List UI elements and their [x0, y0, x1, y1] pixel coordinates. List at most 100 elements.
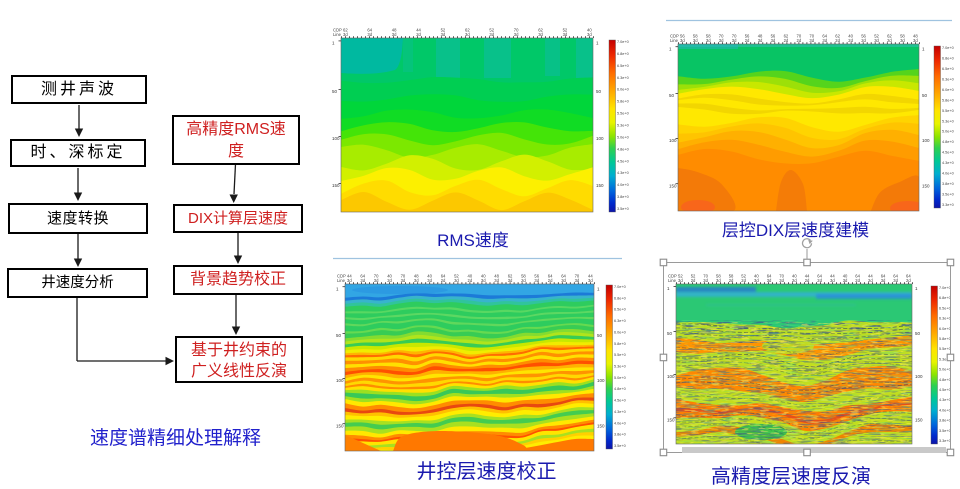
svg-text:6.8e+0: 6.8e+0: [942, 57, 954, 61]
svg-text:50: 50: [596, 89, 602, 94]
svg-text:2d: 2d: [868, 278, 873, 283]
svg-text:1: 1: [922, 46, 925, 51]
svg-text:50: 50: [915, 331, 921, 336]
svg-text:3d: 3d: [913, 38, 918, 43]
svg-text:150: 150: [336, 423, 344, 428]
svg-text:3.3e+0: 3.3e+0: [942, 203, 954, 207]
svg-text:Line: Line: [337, 278, 346, 283]
svg-text:2d: 2d: [548, 278, 553, 283]
svg-text:5.3e+0: 5.3e+0: [617, 124, 629, 128]
svg-text:2d: 2d: [792, 278, 797, 283]
svg-text:4.3e+0: 4.3e+0: [942, 161, 954, 165]
svg-text:3d: 3d: [779, 278, 784, 283]
svg-text:3d: 3d: [822, 38, 827, 43]
svg-text:50: 50: [336, 333, 342, 338]
svg-text:150: 150: [667, 417, 675, 422]
svg-text:3.5e+0: 3.5e+0: [939, 429, 951, 433]
svg-text:3d: 3d: [830, 278, 835, 283]
svg-text:1: 1: [336, 286, 339, 291]
svg-text:100: 100: [336, 378, 344, 383]
svg-text:7.0e+0: 7.0e+0: [942, 46, 954, 50]
svg-text:52: 52: [441, 28, 446, 33]
svg-text:1: 1: [332, 41, 335, 46]
svg-text:4.3e+0: 4.3e+0: [939, 398, 951, 402]
svg-text:2d: 2d: [784, 38, 789, 43]
svg-text:40: 40: [427, 274, 432, 279]
svg-text:4.0e+0: 4.0e+0: [614, 421, 626, 425]
svg-text:2d: 2d: [906, 278, 911, 283]
svg-text:64: 64: [817, 274, 822, 279]
svg-text:2d: 2d: [387, 278, 392, 283]
svg-text:5.5e+0: 5.5e+0: [942, 109, 954, 113]
svg-text:3d: 3d: [693, 38, 698, 43]
svg-text:64: 64: [548, 274, 553, 279]
svg-text:2d: 2d: [745, 38, 750, 43]
svg-text:6.0e+0: 6.0e+0: [614, 330, 626, 334]
svg-text:150: 150: [922, 183, 930, 188]
svg-text:3d: 3d: [719, 38, 724, 43]
svg-text:44: 44: [830, 274, 835, 279]
svg-text:3d: 3d: [881, 278, 886, 283]
svg-text:6.5e+0: 6.5e+0: [939, 306, 951, 310]
svg-text:5.5e+0: 5.5e+0: [939, 347, 951, 351]
svg-text:58: 58: [900, 34, 905, 39]
svg-text:3d: 3d: [508, 278, 513, 283]
svg-text:70: 70: [719, 34, 724, 39]
svg-text:3d: 3d: [874, 38, 879, 43]
svg-text:44: 44: [416, 28, 421, 33]
svg-text:4.5e+0: 4.5e+0: [942, 151, 954, 155]
svg-text:100: 100: [597, 378, 605, 383]
svg-text:2d: 2d: [848, 38, 853, 43]
svg-text:150: 150: [332, 183, 340, 188]
svg-text:6.3e+0: 6.3e+0: [942, 77, 954, 81]
svg-text:40: 40: [792, 274, 797, 279]
svg-text:150: 150: [597, 423, 605, 428]
svg-text:Line: Line: [670, 38, 679, 43]
svg-text:150: 150: [669, 183, 677, 188]
svg-text:CDP: CDP: [333, 28, 342, 33]
svg-text:4.0e+0: 4.0e+0: [939, 408, 951, 412]
svg-text:62: 62: [835, 34, 840, 39]
svg-text:44: 44: [588, 274, 593, 279]
svg-text:3d: 3d: [680, 38, 685, 43]
svg-text:2d: 2d: [741, 278, 746, 283]
svg-text:6.3e+0: 6.3e+0: [939, 317, 951, 321]
svg-text:56: 56: [771, 34, 776, 39]
svg-text:6.5e+0: 6.5e+0: [942, 67, 954, 71]
svg-text:2d: 2d: [416, 32, 421, 37]
svg-text:56: 56: [680, 34, 685, 39]
svg-text:40: 40: [754, 274, 759, 279]
svg-text:3d: 3d: [732, 38, 737, 43]
svg-text:48: 48: [494, 274, 499, 279]
svg-text:48: 48: [758, 34, 763, 39]
svg-text:3d: 3d: [481, 278, 486, 283]
svg-text:4.8e+0: 4.8e+0: [617, 147, 629, 151]
svg-text:58: 58: [693, 34, 698, 39]
svg-text:64: 64: [881, 274, 886, 279]
svg-text:3d: 3d: [494, 278, 499, 283]
svg-text:5.8e+0: 5.8e+0: [942, 98, 954, 102]
svg-text:5.5e+0: 5.5e+0: [617, 112, 629, 116]
svg-text:3d: 3d: [347, 278, 352, 283]
svg-text:70: 70: [732, 34, 737, 39]
svg-text:3d: 3d: [441, 32, 446, 37]
svg-text:62: 62: [784, 34, 789, 39]
svg-text:4.0e+0: 4.0e+0: [942, 172, 954, 176]
svg-text:3d: 3d: [561, 278, 566, 283]
svg-text:6.5e+0: 6.5e+0: [617, 64, 629, 68]
svg-text:64: 64: [767, 274, 772, 279]
svg-text:3d: 3d: [588, 278, 593, 283]
svg-text:3.8e+0: 3.8e+0: [617, 195, 629, 199]
svg-text:CDP: CDP: [670, 34, 679, 39]
svg-text:70: 70: [575, 274, 580, 279]
svg-text:56: 56: [861, 34, 866, 39]
svg-text:3d: 3d: [374, 278, 379, 283]
svg-text:64: 64: [360, 274, 365, 279]
svg-text:5.8e+0: 5.8e+0: [617, 100, 629, 104]
svg-text:2d: 2d: [441, 278, 446, 283]
svg-text:58: 58: [521, 274, 526, 279]
svg-text:52: 52: [454, 274, 459, 279]
svg-text:4.5e+0: 4.5e+0: [614, 399, 626, 403]
svg-text:5.0e+0: 5.0e+0: [939, 368, 951, 372]
svg-text:58: 58: [706, 34, 711, 39]
